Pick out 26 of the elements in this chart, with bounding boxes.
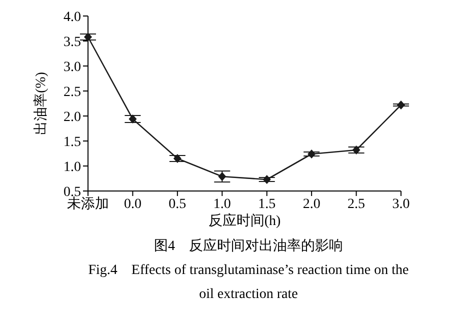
y-tick-label: 1.0 — [64, 160, 81, 175]
text: 图4 反应时间对出油率的影响 — [153, 237, 344, 256]
y-tick-label: 2.0 — [64, 110, 81, 125]
point — [308, 150, 316, 158]
point — [352, 146, 360, 154]
x-tick-label: 2.5 — [348, 196, 366, 212]
point — [397, 100, 405, 110]
x-tick-label: 0.0 — [124, 196, 142, 212]
y-tick-label: 2.5 — [64, 84, 81, 100]
y-axis-title: 出油率(%) — [32, 72, 49, 135]
point — [84, 32, 92, 42]
x-tick-label: 1.0 — [213, 196, 231, 212]
y-tick-label: 3.0 — [64, 60, 81, 75]
x-tick-label: 2.0 — [302, 196, 320, 212]
point — [262, 175, 271, 184]
y-tick-label: 3.5 — [64, 34, 81, 50]
y-tick-label: 4.0 — [64, 10, 81, 25]
x-tick-label: 0.5 — [168, 196, 186, 212]
point — [173, 154, 182, 163]
x-axis-title: 反应时间(h) — [207, 213, 282, 231]
point — [128, 114, 137, 124]
point — [218, 172, 226, 181]
x-tick-label: 1.5 — [258, 196, 276, 212]
y-tick-label: 1.5 — [64, 134, 81, 150]
text: Fig.4 Effects of transglutaminase’s reaction time on the oil extraction rate — [87, 262, 410, 304]
x-tick-label: 3.0 — [392, 196, 410, 212]
